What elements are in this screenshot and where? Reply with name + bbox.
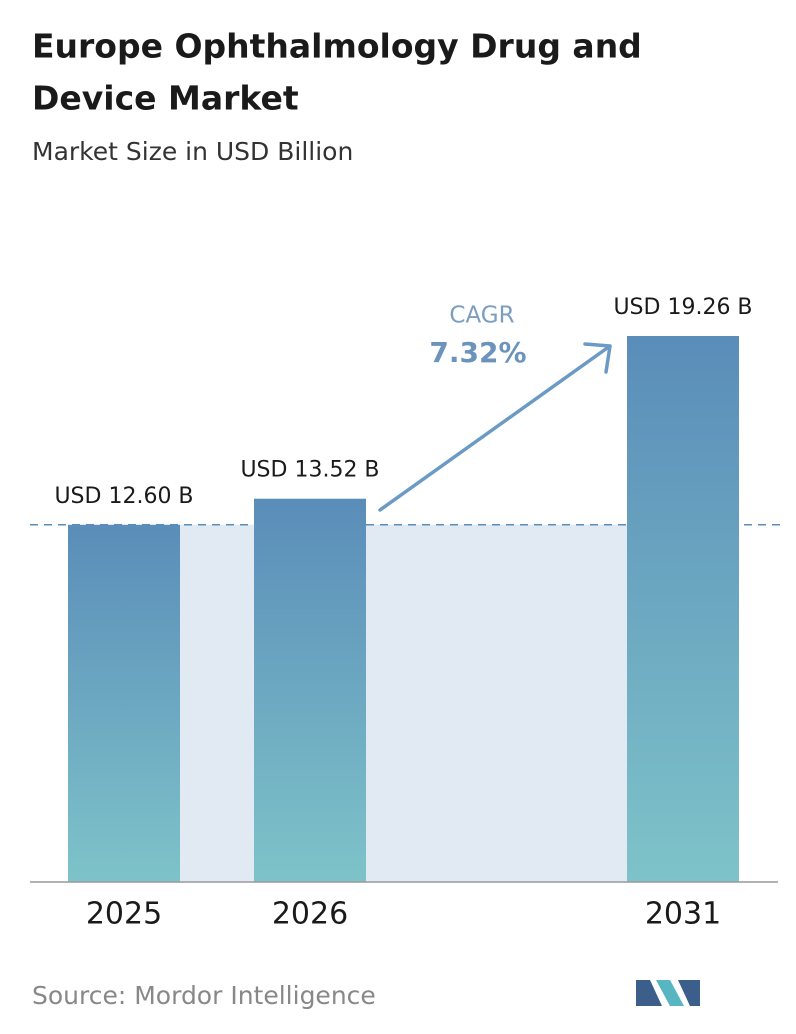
value-label: USD 13.52 B <box>240 458 379 483</box>
x-tick-label: 2025 <box>86 897 162 932</box>
chart-title: Europe Ophthalmology Drug and <box>32 27 642 66</box>
x-tick-label: 2026 <box>272 897 348 932</box>
value-label: USD 19.26 B <box>613 295 752 320</box>
reference-band <box>180 524 627 882</box>
source: Source: Mordor Intelligence <box>32 981 376 1010</box>
cagr-label: CAGR <box>449 303 514 329</box>
bar <box>68 524 180 882</box>
value-label: USD 12.60 B <box>54 484 193 509</box>
chart-title: Device Market <box>32 79 299 118</box>
logo <box>636 980 700 1006</box>
bar <box>254 498 366 882</box>
x-tick-label: 2031 <box>645 897 721 932</box>
bar <box>627 336 739 882</box>
cagr-value: 7.32% <box>429 336 526 369</box>
cagr-arrow <box>378 342 612 512</box>
chart-subtitle: Market Size in USD Billion <box>32 137 353 166</box>
